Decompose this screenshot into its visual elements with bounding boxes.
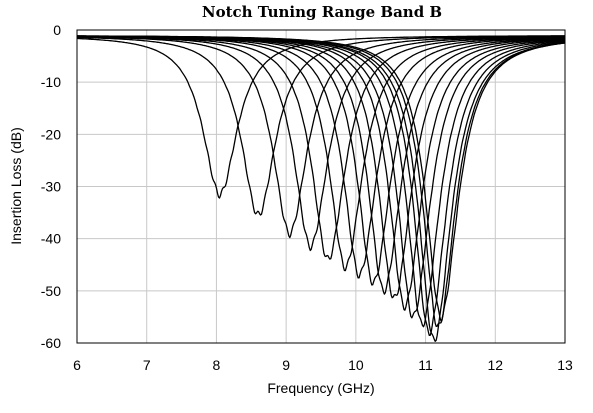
notch-curve-7 [77, 35, 565, 279]
notch-curve-13 [77, 35, 566, 328]
grid-lines [77, 30, 565, 343]
y-tick-label: -40 [41, 231, 61, 247]
x-tick-label: 11 [418, 357, 433, 373]
plot-frame [76, 29, 566, 344]
x-tick-label: 6 [73, 357, 81, 373]
y-tick-label: -10 [41, 74, 61, 90]
x-axis-label: Frequency (GHz) [267, 380, 374, 396]
x-tick-label: 12 [487, 357, 503, 373]
notch-curve-12 [77, 35, 565, 319]
notch-curve-2 [76, 35, 566, 216]
notch-curves [76, 35, 566, 342]
y-tick-label: -60 [41, 335, 61, 351]
x-tick-label: 10 [348, 357, 364, 373]
y-tick-label: -30 [41, 179, 61, 195]
notch-curve-3 [76, 35, 565, 239]
y-tick-label: 0 [53, 22, 61, 38]
notch-curve-1 [77, 35, 565, 199]
notch-curve-17 [77, 35, 566, 322]
notch-curve-16 [77, 35, 566, 328]
y-tick-label: -20 [41, 126, 61, 142]
notch-curve-9 [77, 35, 565, 295]
x-tick-label: 13 [557, 357, 573, 373]
chart-title: Notch Tuning Range Band B [202, 3, 442, 21]
y-axis-label: Insertion Loss (dB) [8, 127, 24, 245]
x-tick-labels: 6 7 8 9 10 11 12 13 [73, 357, 573, 373]
notch-curve-11 [77, 35, 565, 311]
notch-curve-4 [77, 35, 565, 252]
x-tick-label: 8 [213, 357, 221, 373]
x-tick-label: 9 [282, 357, 290, 373]
y-tick-label: -50 [41, 283, 61, 299]
x-tick-label: 7 [143, 357, 151, 373]
y-tick-labels: 0 -10 -20 -30 -40 -50 -60 [41, 22, 61, 351]
